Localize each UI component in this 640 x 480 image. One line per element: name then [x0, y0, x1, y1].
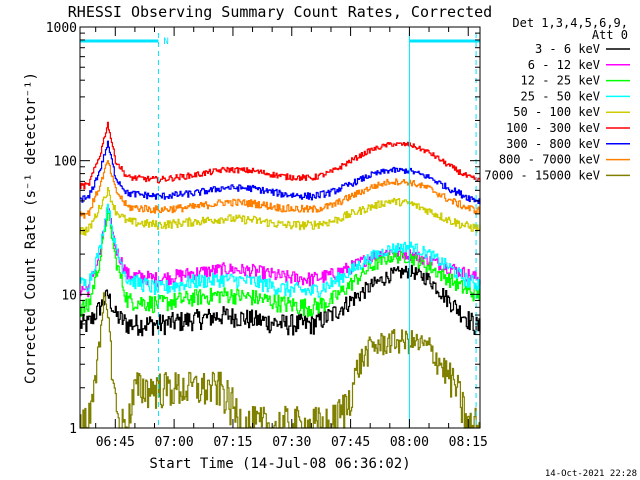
series-line-2	[80, 208, 481, 318]
x-tick-label-5: 08:00	[390, 435, 429, 450]
y-tick-label-2: 100	[54, 155, 77, 170]
legend-label-8: 7000 - 15000 keV	[484, 168, 600, 182]
series-line-6	[80, 140, 481, 205]
legend: Det 1,3,4,5,6,9, Att 0 3 - 6 keV 6 - 12 k…	[484, 16, 630, 182]
series-line-4	[80, 187, 481, 236]
series-line-5	[80, 121, 481, 190]
series-line-7	[80, 160, 481, 219]
y-axis: 1 10 100 1000	[46, 21, 480, 437]
marker-layer: N	[80, 33, 480, 428]
y-tick-label-3: 1000	[46, 21, 77, 36]
x-axis: 06:45 07:00 07:15 07:30 07:45 08:00 08:15	[95, 27, 488, 450]
x-tick-label-0: 06:45	[96, 435, 135, 450]
legend-label-1: 6 - 12 keV	[528, 58, 600, 72]
y-axis-label: Corrected Count Rate (s⁻¹ detector⁻¹)	[23, 72, 39, 384]
legend-label-4: 50 - 100 keV	[513, 105, 600, 119]
legend-label-6: 300 - 800 keV	[506, 137, 600, 151]
x-tick-label-1: 07:00	[155, 435, 194, 450]
legend-label-7: 800 - 7000 keV	[499, 153, 600, 167]
x-tick-label-6: 08:15	[449, 435, 488, 450]
attenuator-label-0: N	[163, 37, 168, 47]
x-tick-label-4: 07:45	[331, 435, 370, 450]
x-axis-label: Start Time (14-Jul-08 06:36:02)	[149, 456, 410, 472]
series-line-8	[80, 292, 481, 429]
legend-header-line-2: Att 0	[592, 28, 628, 42]
legend-header-line-1: Det 1,3,4,5,6,9,	[512, 16, 628, 30]
legend-label-0: 3 - 6 keV	[535, 42, 600, 56]
series-line-3	[80, 203, 481, 298]
footer-timestamp: 14-Oct-2021 22:28	[545, 469, 637, 479]
legend-label-2: 12 - 25 keV	[521, 74, 600, 88]
legend-label-3: 25 - 50 keV	[521, 89, 600, 103]
legend-label-5: 100 - 300 keV	[506, 121, 600, 135]
y-tick-label-0: 1	[69, 422, 77, 437]
y-tick-label-1: 10	[61, 288, 77, 303]
series-layer	[80, 121, 481, 429]
series-line-0	[80, 264, 481, 337]
x-tick-label-3: 07:30	[272, 435, 311, 450]
plot-frame	[79, 26, 481, 429]
chart-title: RHESSI Observing Summary Count Rates, Co…	[68, 3, 492, 21]
x-tick-label-2: 07:15	[213, 435, 252, 450]
